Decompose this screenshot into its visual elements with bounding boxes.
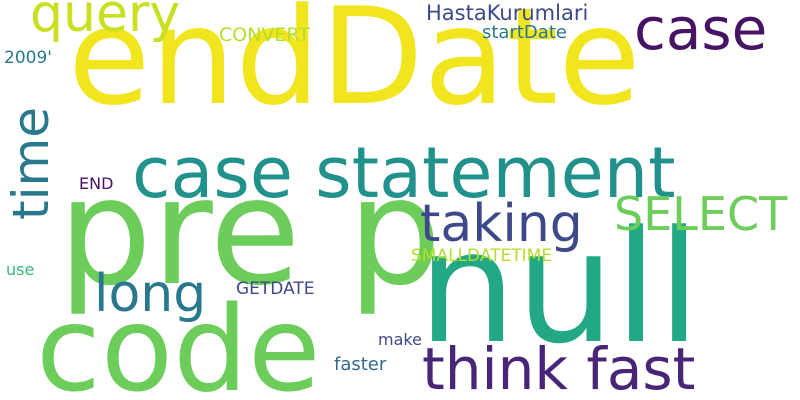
word-query: query (30, 0, 181, 44)
word-smalldatetime: SMALLDATETIME (411, 246, 553, 266)
word-case: case (634, 0, 768, 63)
word-convert: CONVERT (219, 24, 310, 46)
word-startdate: startDate (482, 22, 567, 43)
word-enddate: endDate (68, 0, 641, 135)
word-hastakurumlari: HastaKurumlari (426, 1, 589, 25)
word-2009: 2009' (4, 48, 52, 68)
word-faster: faster (334, 354, 387, 375)
word-null: null (418, 197, 701, 378)
word-make: make (378, 330, 422, 349)
word-taking: taking (420, 194, 583, 254)
word-time: time (2, 107, 60, 220)
word-select: SELECT (614, 187, 788, 241)
word-code: code (36, 280, 321, 400)
word-end: END (79, 174, 114, 193)
word-getdate: GETDATE (236, 279, 315, 299)
word-use: use (6, 260, 35, 279)
word-case-statement: case statement (132, 132, 676, 214)
word-long: long (94, 264, 207, 324)
word-think-fast: think fast (422, 335, 696, 400)
word-pre-p: pre p (58, 146, 442, 318)
